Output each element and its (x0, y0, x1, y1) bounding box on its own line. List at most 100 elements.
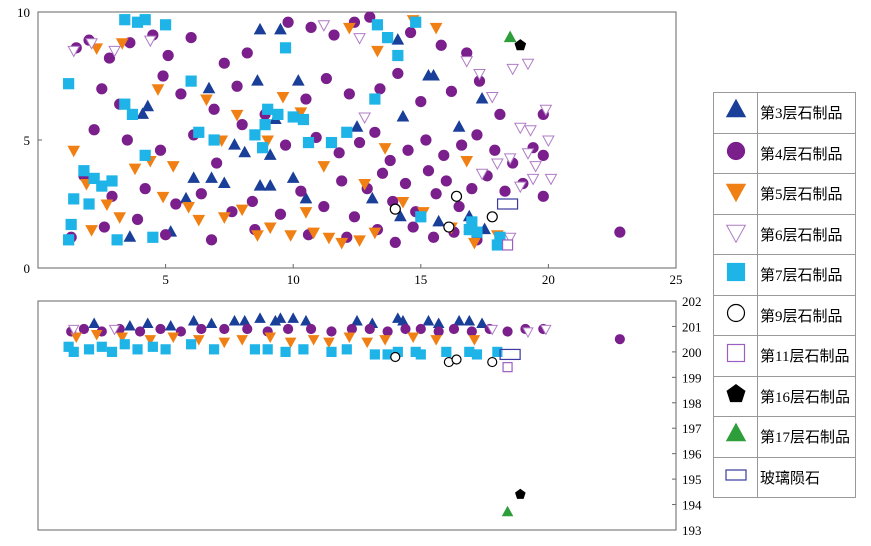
data-point (119, 14, 131, 26)
data-point (371, 45, 384, 58)
data-point (407, 221, 419, 233)
data-point (106, 175, 118, 187)
data-point (63, 234, 75, 246)
data-point (336, 175, 348, 187)
legend-item: 玻璃陨石 (713, 456, 856, 498)
data-point (496, 198, 519, 210)
legend-label: 第5层石制品 (757, 173, 856, 215)
data-point (96, 83, 108, 95)
data-point (443, 221, 455, 233)
data-point (208, 103, 220, 115)
data-point (502, 326, 513, 337)
data-point (456, 139, 468, 151)
data-point (433, 326, 444, 337)
data-point (205, 317, 218, 328)
legend-marker (726, 303, 745, 322)
data-point (259, 119, 271, 131)
legend-label: 第3层石制品 (757, 92, 856, 134)
legend-marker-icon (725, 183, 746, 203)
x-tick-label: 20 (542, 272, 555, 287)
legend-item: 第5层石制品 (713, 173, 856, 215)
legend-marker-icon (726, 263, 745, 282)
data-point (217, 212, 231, 224)
data-point (374, 83, 386, 95)
data-point (205, 171, 218, 183)
legend-item: 第11层石制品 (713, 335, 856, 377)
data-point (155, 323, 166, 335)
data-point (489, 144, 501, 156)
x-tick-label: 25 (670, 272, 683, 287)
data-point (236, 335, 248, 346)
data-point (279, 139, 292, 151)
series-4 (67, 20, 558, 245)
data-point (124, 320, 136, 331)
data-point (218, 337, 231, 349)
data-point (502, 362, 513, 373)
data-point (298, 344, 309, 355)
data-point (202, 81, 216, 94)
x-tick-label: 5 (162, 272, 169, 287)
data-point (287, 111, 299, 123)
series-10 (499, 348, 521, 361)
data-point (491, 239, 503, 251)
y-tick-label: 198 (682, 396, 702, 411)
data-point (70, 332, 83, 344)
y-tick-label: 193 (682, 523, 702, 538)
data-point (128, 163, 142, 176)
data-point (156, 191, 170, 204)
data-point (106, 346, 118, 357)
data-point (88, 317, 100, 328)
data-point (460, 155, 474, 168)
data-point (486, 211, 498, 223)
series-1 (88, 312, 488, 331)
legend-item: 第9层石制品 (713, 294, 856, 336)
legend-marker-icon (726, 383, 745, 402)
legend-marker-icon (725, 224, 746, 243)
data-point (476, 317, 488, 328)
data-point (399, 177, 412, 190)
data-point (382, 326, 393, 337)
data-point (389, 203, 401, 215)
data-point (350, 120, 364, 132)
data-point (415, 211, 427, 223)
data-point (453, 314, 465, 326)
data-point (420, 134, 432, 146)
legend-marker (725, 224, 746, 243)
x-tick-label: 10 (287, 272, 300, 287)
data-point (230, 109, 244, 122)
data-point (307, 227, 320, 240)
data-point (328, 29, 340, 41)
data-point (404, 26, 417, 39)
data-point (396, 196, 410, 209)
legend-item: 第16层石制品 (713, 375, 856, 417)
data-point (365, 191, 379, 204)
data-point (141, 99, 155, 112)
data-point (427, 231, 440, 243)
data-point (544, 173, 558, 186)
data-point (422, 165, 435, 177)
lower-plot-frame (37, 300, 677, 531)
data-point (475, 92, 489, 104)
data-point (134, 326, 146, 337)
data-point (192, 214, 206, 227)
y-tick-label: 199 (682, 370, 702, 385)
data-point (205, 234, 218, 246)
legend-marker-icon (724, 469, 747, 481)
legend-item: 第6层石制品 (713, 213, 856, 255)
data-point (351, 314, 363, 326)
data-point (317, 161, 331, 173)
legend-item: 第4层石制品 (713, 132, 856, 174)
data-point (410, 16, 422, 28)
y-tick-label: 196 (682, 447, 702, 462)
data-point (537, 190, 549, 202)
series-5 (63, 14, 506, 251)
data-point (305, 21, 317, 33)
data-point (90, 329, 103, 341)
data-point (468, 237, 481, 250)
data-point (450, 190, 463, 202)
data-point (394, 209, 407, 222)
legend-marker-icon (726, 303, 745, 322)
data-point (274, 208, 287, 220)
data-point (141, 317, 154, 328)
data-point (143, 35, 157, 48)
